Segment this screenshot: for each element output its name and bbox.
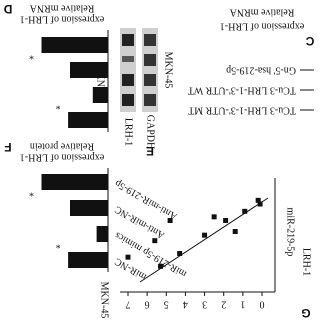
point — [125, 254, 131, 260]
bar — [68, 112, 108, 128]
panel-letter: E — [146, 144, 154, 158]
point — [167, 218, 173, 223]
point — [232, 229, 238, 234]
cell-line: MKN-45 — [99, 282, 110, 319]
point — [255, 197, 261, 203]
x-tick-label: 7 — [126, 299, 131, 310]
point — [223, 218, 229, 223]
axis-label: Relative mRNA — [229, 7, 294, 18]
panel-letter: D — [3, 2, 12, 16]
panel-letter: G — [301, 306, 310, 320]
panel-letter: C — [305, 34, 314, 48]
x-tick-label: 3 — [202, 299, 207, 310]
band-label: LRH-1 — [123, 118, 134, 146]
significance: * — [29, 187, 34, 198]
axis-label: expression of LRH-1 — [20, 152, 104, 163]
bar — [96, 226, 108, 242]
cell-line: MKN-45 — [95, 64, 106, 101]
bar — [41, 174, 108, 190]
x-axis-label: LRH-1 — [301, 248, 312, 276]
cell-line: MKN-45 — [163, 52, 174, 89]
axis-label: Relative mRNA — [29, 3, 94, 14]
x-tick-label: 1 — [240, 299, 245, 310]
legend-entry: Gn-5' hsa-219-5p — [226, 65, 296, 76]
point — [211, 214, 217, 220]
x-tick-label: 5 — [164, 299, 169, 310]
point — [152, 238, 158, 244]
category-label: miR-NC — [113, 255, 149, 282]
axis-label: expression of LRH-1 — [220, 21, 304, 32]
y-axis-label: miR-219-5p — [285, 208, 296, 257]
band-label: GAPDH — [145, 115, 156, 149]
x-tick-label: 4 — [183, 299, 188, 310]
legend-entry: TCu-3 LRH-1-3'-UTR WT — [188, 85, 296, 96]
legend-entry: TCu-3 LRH-1-3'-UTR MT — [188, 105, 296, 116]
bar — [70, 200, 108, 216]
point — [202, 232, 208, 238]
bar — [68, 252, 108, 268]
point — [242, 208, 248, 214]
significance: * — [56, 100, 61, 111]
blot — [120, 28, 158, 112]
panel-letter: F — [4, 140, 11, 154]
bar — [41, 37, 108, 53]
significance: * — [29, 50, 34, 61]
axis-label: expression of LRH-1 — [20, 14, 104, 25]
point — [158, 263, 164, 269]
axis-label: Relative protein — [30, 141, 94, 152]
bar — [70, 62, 108, 78]
x-tick-label: 6 — [145, 299, 150, 310]
significance: * — [56, 239, 61, 250]
x-tick-label: 0 — [260, 299, 265, 310]
point — [177, 251, 183, 256]
point — [257, 201, 263, 207]
bar — [92, 87, 108, 103]
x-tick-label: 2 — [221, 299, 226, 310]
